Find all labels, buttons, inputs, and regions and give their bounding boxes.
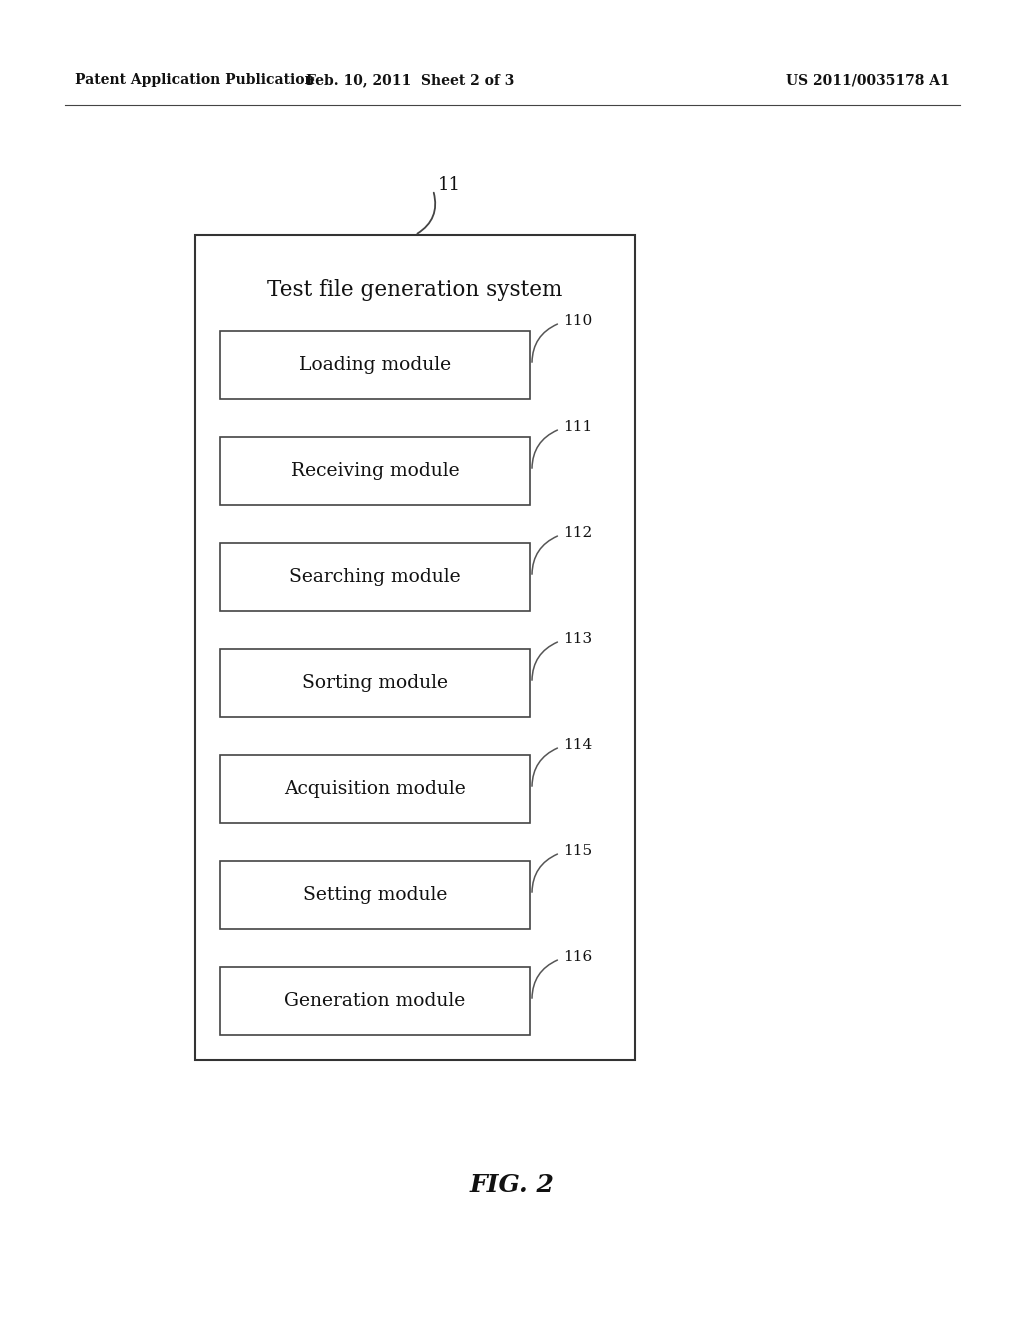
Text: 115: 115 [563,843,592,858]
Text: 110: 110 [563,314,592,327]
Text: 116: 116 [563,950,592,964]
Bar [220,755,530,822]
Text: US 2011/0035178 A1: US 2011/0035178 A1 [786,73,950,87]
Text: Test file generation system: Test file generation system [267,279,562,301]
Bar [220,543,530,611]
Text: Generation module: Generation module [285,993,466,1010]
Text: Setting module: Setting module [303,886,447,904]
Text: Feb. 10, 2011  Sheet 2 of 3: Feb. 10, 2011 Sheet 2 of 3 [306,73,514,87]
Bar [220,968,530,1035]
Text: FIG. 2: FIG. 2 [470,1173,554,1197]
Bar [220,331,530,399]
Text: 11: 11 [438,176,461,194]
Text: 112: 112 [563,525,592,540]
Bar [195,235,635,1060]
Text: Searching module: Searching module [289,568,461,586]
Text: 113: 113 [563,632,592,645]
Text: Acquisition module: Acquisition module [284,780,466,799]
Text: 111: 111 [563,420,592,434]
Bar [220,861,530,929]
Text: Sorting module: Sorting module [302,675,449,692]
Text: Receiving module: Receiving module [291,462,460,480]
Text: Loading module: Loading module [299,356,451,374]
Text: 114: 114 [563,738,592,752]
Text: Patent Application Publication: Patent Application Publication [75,73,314,87]
Bar [220,649,530,717]
Bar [220,437,530,506]
